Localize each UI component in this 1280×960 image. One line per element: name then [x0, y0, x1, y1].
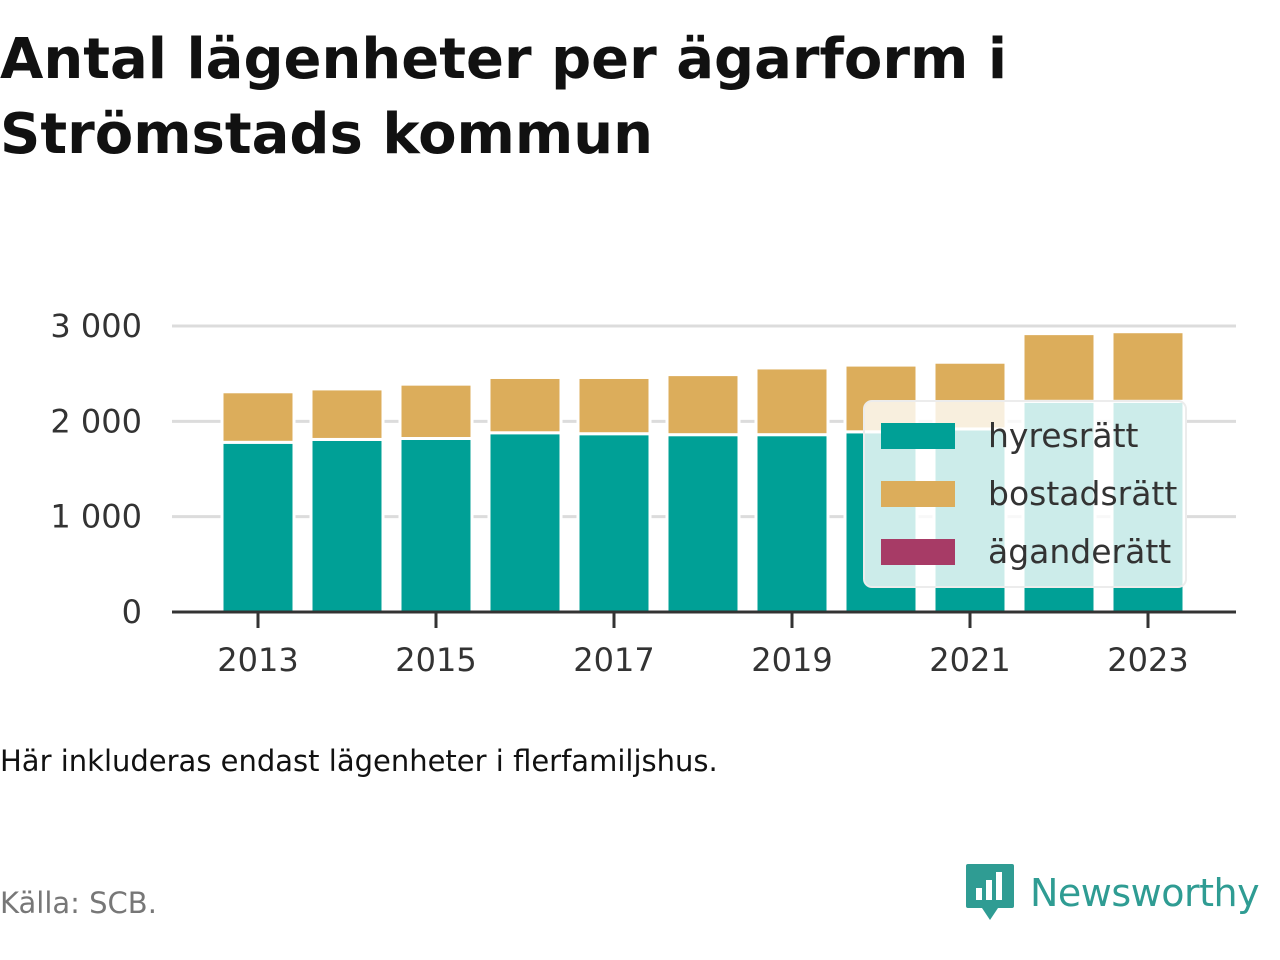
- x-tick-label: 2017: [573, 641, 654, 679]
- x-tick-label: 2019: [751, 641, 832, 679]
- newsworthy-logo[interactable]: Newsworthy: [964, 862, 1260, 924]
- bar-segment: [220, 390, 296, 444]
- y-tick-label: 0: [122, 593, 142, 631]
- bar-segment: [487, 431, 563, 614]
- bar-segment: [754, 366, 830, 437]
- legend-swatch: [881, 539, 955, 565]
- bar-segment: [309, 387, 385, 441]
- bar-segment: [576, 432, 652, 614]
- bar-segment: [1110, 330, 1186, 403]
- y-tick-label: 1 000: [50, 498, 142, 536]
- bar-segment: [665, 373, 741, 437]
- axes: 0 1 000 2 000 3 000 2013 2015 2017 2019 2021 2023: [50, 307, 1236, 679]
- chart-note: Här inkluderas endast lägenheter i flerf…: [0, 744, 718, 778]
- bar-segment: [398, 436, 474, 614]
- y-tick-label: 3 000: [50, 307, 142, 345]
- x-tick-label: 2023: [1107, 641, 1188, 679]
- y-tick-label: 2 000: [50, 402, 142, 440]
- x-tick-label: 2015: [395, 641, 476, 679]
- legend-label: äganderätt: [988, 532, 1171, 571]
- legend-label: bostadsrätt: [988, 474, 1177, 513]
- bar-segment: [665, 433, 741, 614]
- bar-segment: [754, 433, 830, 614]
- x-tick-label: 2021: [929, 641, 1010, 679]
- legend-swatch: [881, 423, 955, 449]
- legend: hyresrätt bostadsrätt äganderätt: [863, 400, 1187, 588]
- legend-swatch: [881, 481, 955, 507]
- bar-segment: [576, 375, 652, 436]
- x-tick-label: 2013: [217, 641, 298, 679]
- source-label: Källa: SCB.: [0, 886, 157, 920]
- newsworthy-chart-bubble-icon: [966, 864, 1014, 920]
- bar-segment: [309, 437, 385, 614]
- legend-label: hyresrätt: [988, 416, 1139, 455]
- bar-segment: [398, 382, 474, 440]
- bar-segment: [220, 440, 296, 614]
- bar-segment: [1021, 332, 1097, 403]
- bar-segment: [487, 375, 563, 435]
- brand-name: Newsworthy: [1030, 871, 1260, 915]
- chart-title: Antal lägenheter per ägarform i Strömsta…: [0, 27, 1008, 167]
